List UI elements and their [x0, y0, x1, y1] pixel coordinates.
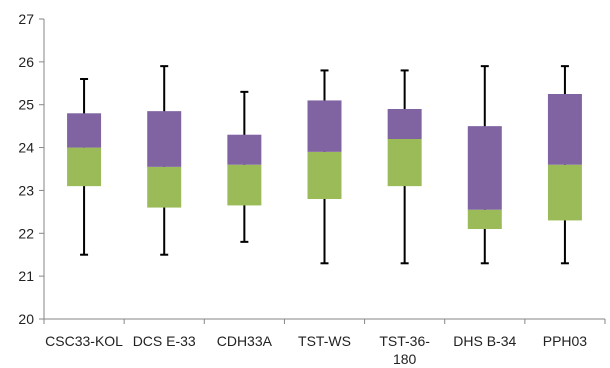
x-tick-label: CDH33A	[217, 333, 273, 349]
lower-box	[67, 147, 102, 187]
box-dcs-e-33	[147, 65, 182, 256]
lower-box	[307, 151, 342, 199]
y-tick-label: 27	[18, 11, 34, 27]
lower-box	[467, 209, 502, 229]
y-tick-label: 22	[18, 225, 34, 241]
x-tick-label: CSC33-KOL	[45, 333, 123, 349]
y-axis-tick-labels: 20 21 22 23 24 25 26 27	[18, 11, 34, 327]
box-dhs-b-34	[467, 65, 502, 265]
lower-box	[227, 164, 262, 206]
y-tick-label: 23	[18, 182, 34, 198]
x-tick-label: DCS E-33	[133, 333, 196, 349]
x-tick-label-line: CDH33A	[217, 333, 273, 349]
lower-box	[147, 166, 182, 208]
y-tick-label: 21	[18, 268, 34, 284]
x-tick-label-line: TST-36-	[379, 333, 430, 349]
lower-box	[387, 139, 422, 187]
x-tick-label: TST-36- 180	[379, 333, 430, 367]
upper-box	[67, 113, 102, 148]
y-tick-label: 24	[18, 140, 34, 156]
x-tick-label-line: DCS E-33	[133, 333, 196, 349]
box-tst-ws	[307, 69, 342, 265]
upper-box	[147, 111, 182, 167]
y-tick-label: 20	[18, 311, 34, 327]
x-tick-label-line: PPH03	[543, 333, 588, 349]
x-tick-label-line: TST-WS	[298, 333, 351, 349]
x-tick-label: DHS B-34	[453, 333, 516, 349]
box-csc33-kol	[67, 78, 102, 256]
box-cdh33a	[227, 90, 262, 243]
axes	[39, 18, 606, 324]
x-tick-label-line: DHS B-34	[453, 333, 516, 349]
upper-box	[467, 126, 502, 210]
boxes	[67, 65, 582, 265]
upper-box	[307, 100, 342, 152]
upper-box	[227, 134, 262, 165]
upper-box	[547, 94, 582, 165]
x-axis-tick-labels: CSC33-KOL DCS E-33 CDH33A TST-WS TST-36- 180 D…	[45, 333, 587, 367]
lower-box	[547, 164, 582, 221]
box-pph03	[547, 65, 582, 265]
x-tick-label-line: CSC33-KOL	[45, 333, 123, 349]
x-tick-label-line: 180	[393, 351, 417, 367]
x-tick-label: TST-WS	[298, 333, 351, 349]
y-tick-label: 25	[18, 97, 34, 113]
upper-box	[387, 109, 422, 139]
y-tick-label: 26	[18, 54, 34, 70]
box-tst-36-180	[387, 69, 422, 265]
x-tick-label: PPH03	[543, 333, 588, 349]
